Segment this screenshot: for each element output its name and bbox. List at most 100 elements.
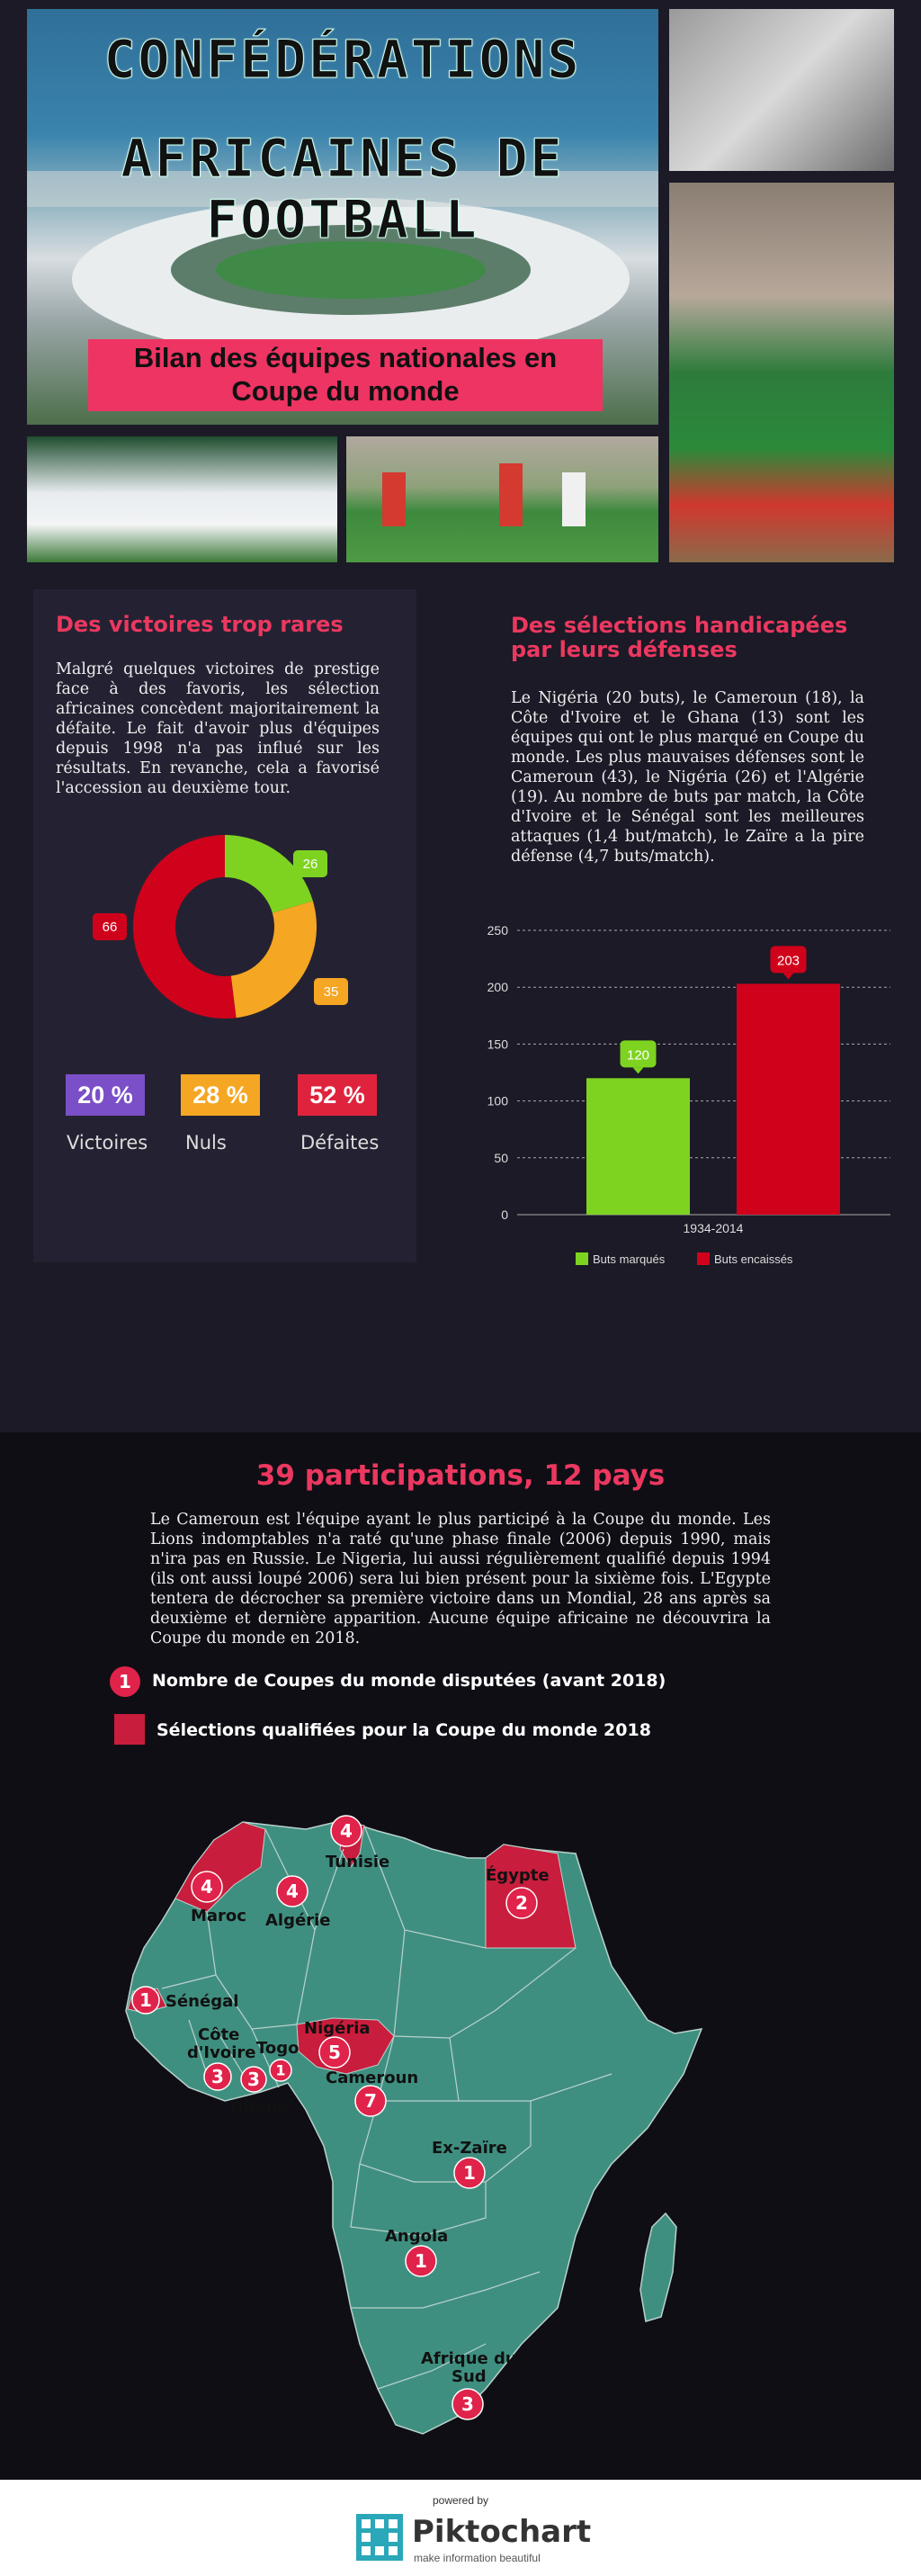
piktochart-brand[interactable]: Piktochart: [412, 2514, 592, 2550]
country-borders: [161, 1825, 613, 2390]
main-title-line1: CONFÉDÉRATIONS: [103, 29, 582, 91]
badge-afrique-du-sud: 3: [452, 2388, 484, 2420]
y-tick-label: 0: [501, 1207, 508, 1222]
svg-text:4: 4: [340, 1820, 353, 1842]
africa-map: 4 Maroc 4 Algérie 4 Tunisie 2 Égypte 1 S…: [125, 1815, 703, 2435]
svg-text:1: 1: [415, 2250, 427, 2272]
y-tick-label: 100: [487, 1094, 509, 1108]
label-ghana: Ghana: [230, 2098, 289, 2117]
bar-1: [737, 983, 840, 1215]
label-togo: Togo: [256, 2039, 300, 2058]
stat-victoires-pct: 20 %: [66, 1074, 145, 1116]
y-tick-label: 200: [487, 980, 509, 994]
donut-value-label-0: 26: [293, 850, 327, 877]
stadium-illustration: [27, 171, 658, 360]
legend-badge-icon: 1: [110, 1666, 140, 1697]
svg-text:26: 26: [303, 857, 318, 872]
madagascar: [639, 2212, 677, 2322]
badge-ghana: 3: [240, 2066, 267, 2093]
y-tick-label: 250: [487, 923, 509, 938]
bar-value-label-0: 120: [620, 1040, 657, 1074]
subtitle-banner: Bilan des équipes nationales en Coupe du…: [88, 339, 603, 411]
label-angola: Angola: [385, 2227, 448, 2246]
label-nigeria: Nigéria: [304, 2019, 371, 2038]
svg-text:1: 1: [275, 2062, 285, 2079]
svg-text:203: 203: [777, 953, 800, 968]
svg-text:35: 35: [324, 984, 339, 1000]
defenses-text: Le Nigéria (20 buts), le Cameroun (18), …: [511, 689, 864, 866]
label-maroc: Maroc: [191, 1907, 246, 1925]
label-algerie: Algérie: [265, 1911, 330, 1930]
badge-cote-divoire: 3: [203, 2062, 232, 2091]
legend-item-0: Buts marqués: [576, 1252, 666, 1266]
badge-togo: 1: [269, 2059, 292, 2082]
piktochart-tagline: make information beautiful: [414, 2552, 541, 2564]
label-tunisie: Tunisie: [326, 1853, 389, 1871]
player-celebration-photo: [669, 183, 894, 562]
goals-bar-chart: 0 50 100 150 200 250 120 203 1934-2014 Buts marqu…: [487, 923, 890, 1266]
donut-slice-2: [133, 835, 237, 1019]
svg-text:7: 7: [364, 2090, 377, 2112]
badge-egypte: 2: [505, 1887, 538, 1919]
label-egypte: Égypte: [486, 1865, 550, 1885]
label-cameroun: Cameroun: [326, 2069, 418, 2087]
label-ex-zaire: Ex-Zaïre: [432, 2139, 507, 2158]
donut-slice-1: [230, 901, 317, 1019]
bar-value-label-1: 203: [770, 946, 807, 980]
victories-text: Malgré quelques victoires de prestige fa…: [56, 660, 380, 797]
label-afrique-du-sud: Afrique du Sud: [421, 2349, 517, 2386]
legend-badge-text: Nombre de Coupes du monde disputées (ava…: [152, 1671, 666, 1691]
stat-defaites-label: Défaites: [300, 1132, 380, 1153]
y-tick-label: 150: [487, 1037, 509, 1051]
players-illustration: [382, 463, 586, 526]
participations-title: 39 participations, 12 pays: [255, 1459, 666, 1492]
svg-text:2: 2: [515, 1892, 528, 1914]
stat-victoires-label: Victoires: [67, 1132, 148, 1153]
stat-nuls-label: Nuls: [185, 1132, 227, 1153]
svg-text:Buts encaissés: Buts encaissés: [714, 1252, 793, 1266]
defenses-title: Des sélections handicapées par leurs déf…: [511, 613, 848, 662]
label-senegal: Sénégal: [165, 1992, 238, 2011]
badge-cameroun: 7: [354, 2085, 387, 2117]
footer-powered-by: powered by: [432, 2494, 489, 2507]
svg-text:120: 120: [627, 1047, 649, 1063]
team-photo: [27, 436, 337, 562]
svg-text:66: 66: [103, 920, 118, 935]
svg-text:3: 3: [461, 2393, 474, 2415]
badge-maroc: 4: [191, 1871, 223, 1903]
svg-text:5: 5: [328, 2042, 341, 2063]
badge-senegal: 1: [131, 1986, 160, 2015]
badge-tunisie: 4: [330, 1815, 362, 1847]
donut-slice-0: [225, 835, 313, 913]
svg-text:4: 4: [286, 1880, 299, 1902]
piktochart-logo-icon[interactable]: [354, 2512, 405, 2563]
badge-algerie: 4: [276, 1875, 308, 1907]
x-category-label: 1934-2014: [684, 1221, 744, 1235]
svg-text:3: 3: [211, 2066, 224, 2087]
label-cote-divoire: Côte d'Ivoire: [187, 2025, 255, 2062]
badge-angola: 1: [405, 2245, 437, 2277]
legend-item-1: Buts encaissés: [697, 1252, 793, 1266]
y-tick-label: 50: [494, 1151, 508, 1165]
legend-square-text: Sélections qualifiées pour la Coupe du m…: [156, 1720, 651, 1740]
footer: [0, 2480, 921, 2576]
main-title-line2: AFRICAINES DE FOOTBALL: [121, 128, 565, 251]
legend-square-icon: [114, 1714, 145, 1745]
svg-text:Buts marqués: Buts marqués: [593, 1252, 666, 1266]
svg-text:1: 1: [139, 1989, 152, 2011]
svg-text:1: 1: [463, 2162, 476, 2184]
stat-defaites-pct: 52 %: [298, 1074, 377, 1116]
match-action-photo: [346, 436, 658, 562]
bar-0: [586, 1078, 690, 1215]
results-donut-chart: 26 35 66: [93, 835, 348, 1019]
badge-nigeria: 5: [318, 2036, 351, 2069]
svg-text:1: 1: [119, 1671, 131, 1692]
stat-nuls-pct: 28 %: [181, 1074, 260, 1116]
svg-text:3: 3: [247, 2069, 260, 2090]
svg-text:4: 4: [201, 1876, 213, 1898]
badge-ex-zaire: 1: [453, 2157, 486, 2189]
participations-text: Le Cameroun est l'équipe ayant le plus p…: [150, 1511, 771, 1647]
vintage-match-photo: [669, 9, 894, 171]
victories-title: Des victoires trop rares: [56, 612, 344, 637]
donut-value-label-1: 35: [314, 978, 348, 1005]
